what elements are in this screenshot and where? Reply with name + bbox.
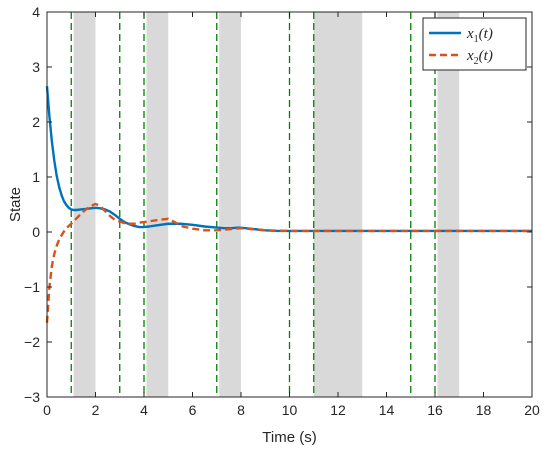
y-axis-label: State xyxy=(7,187,24,222)
y-tick-label: 2 xyxy=(32,114,40,130)
x-tick-label: 16 xyxy=(427,402,443,418)
y-tick-label: −2 xyxy=(24,334,40,350)
series-line-x2 xyxy=(45,202,532,323)
x-tick-label: 14 xyxy=(379,402,395,418)
legend-box xyxy=(422,17,527,71)
x-tick-label: 0 xyxy=(43,402,51,418)
x-tick-label: 4 xyxy=(140,402,148,418)
series-line-x1 xyxy=(45,86,532,233)
x-tick-label: 20 xyxy=(524,402,540,418)
shaded-intervals xyxy=(73,12,460,397)
series-lines xyxy=(45,86,532,323)
y-tick-label: 1 xyxy=(32,169,40,185)
x-tick-label: 8 xyxy=(237,402,245,418)
y-tick-label: −3 xyxy=(24,389,40,405)
x-tick-label: 10 xyxy=(282,402,298,418)
y-tick-label: 0 xyxy=(32,224,40,240)
y-tick-label: −1 xyxy=(24,279,40,295)
x-tick-label: 12 xyxy=(330,402,346,418)
x-axis-label: Time (s) xyxy=(262,429,316,446)
y-tick-label: 4 xyxy=(32,4,40,20)
legend-label-x2: x2(t) xyxy=(466,48,493,67)
x-tick-label: 6 xyxy=(189,402,197,418)
x-tick-label: 2 xyxy=(92,402,100,418)
legend: x1(t) x2(t) xyxy=(422,17,527,71)
shaded-interval xyxy=(146,12,169,397)
event-lines xyxy=(70,12,436,397)
shaded-interval xyxy=(219,12,241,397)
y-tick-label: 3 xyxy=(32,59,40,75)
shaded-interval xyxy=(437,12,460,397)
x-tick-label: 18 xyxy=(476,402,492,418)
shaded-interval xyxy=(313,12,363,397)
shaded-interval xyxy=(73,12,96,397)
legend-label-x1: x1(t) xyxy=(466,26,493,45)
